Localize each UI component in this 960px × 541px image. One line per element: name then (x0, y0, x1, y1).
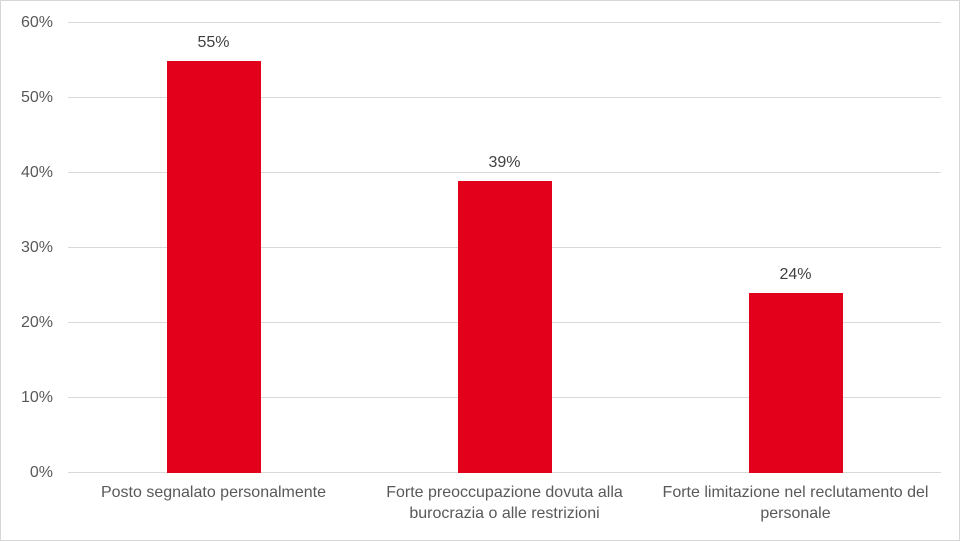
gridline (68, 172, 941, 173)
bar (457, 180, 552, 473)
y-axis: 0% 10% 20% 30% 40% 50% 60% (1, 14, 53, 481)
bar-value-label: 24% (779, 266, 812, 283)
gridline (68, 22, 941, 23)
x-category-label: Forte preoccupazione dovuta alla burocra… (386, 484, 623, 522)
y-tick-label: 40% (20, 164, 53, 181)
bar-value-label: 39% (488, 153, 521, 171)
y-tick-label: 30% (20, 239, 53, 256)
x-category-label: Forte limitazione nel reclutamento del p… (662, 484, 929, 522)
y-tick-label: 10% (20, 389, 53, 406)
x-axis: Posto segnalato personalmente Forte preoc… (68, 482, 941, 532)
bar-value-label: 55% (197, 33, 230, 51)
bar (166, 60, 261, 473)
plot-area: 55% 39% 24% (68, 22, 941, 473)
y-tick-label: 20% (20, 314, 53, 331)
y-tick-label: 0% (29, 464, 53, 481)
bar (748, 293, 843, 473)
y-tick-label: 50% (20, 89, 53, 106)
x-category-label: Posto segnalato personalmente (100, 484, 327, 501)
y-tick-label: 60% (20, 14, 53, 31)
gridline (68, 97, 941, 98)
